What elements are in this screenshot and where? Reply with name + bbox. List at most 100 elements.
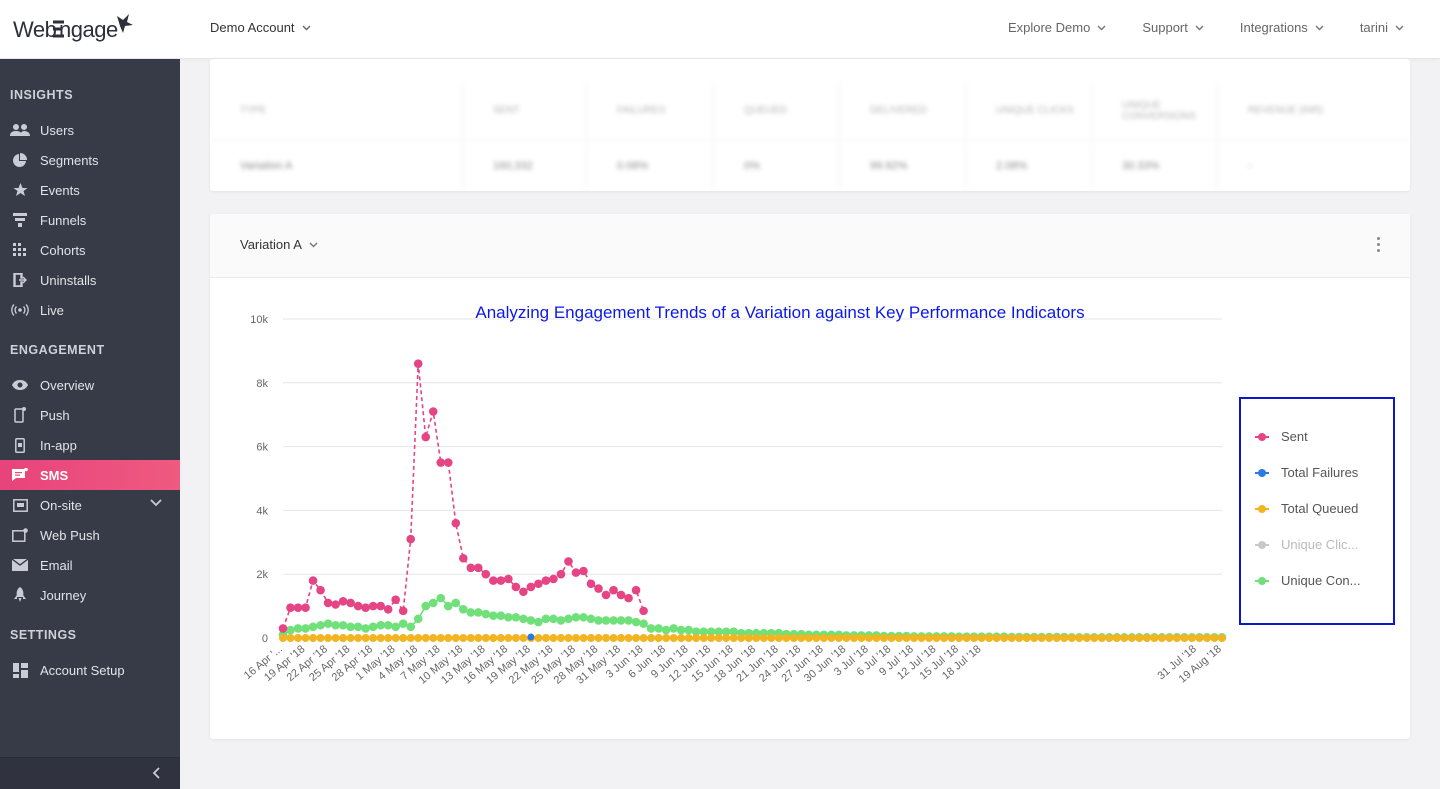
sidebar-item-overview[interactable]: Overview [0,370,180,400]
unique-conversions-series-point [511,612,521,622]
sent-series-point [541,576,551,585]
sidebar-item-uninstalls[interactable]: Uninstalls [0,265,180,295]
sent-series-point [489,576,498,585]
unique-conversions-series-point [436,593,446,603]
total-queued-series-point [842,634,851,642]
support-menu[interactable]: Support [1142,20,1204,35]
total-queued-series-point [827,634,836,642]
unique-conversions-series-point [383,620,393,630]
chevron-left-icon[interactable] [152,767,160,779]
total-queued-series-point [1105,634,1114,642]
unique-conversions-series-point [661,625,671,635]
sidebar-item-journey[interactable]: Journey [0,580,180,610]
sidebar-item-label: Account Setup [40,662,125,678]
total-queued-series-point [977,634,986,642]
section-insights: INSIGHTS [10,88,74,102]
header-queued: QUEUED [714,81,840,140]
total-queued-series-point [586,634,595,642]
unique-conversions-series-point [368,622,378,632]
sent-series-point [338,597,348,606]
total-queued-series-point [617,634,626,642]
sidebar-item-events[interactable]: Events [0,175,180,205]
total-queued-series-point [301,634,310,642]
total-queued-series-point [917,634,926,642]
total-queued-series-point [369,634,378,642]
unique-conversions-series-point [519,614,528,624]
sent-series-point [331,600,340,609]
total-queued-series-point [774,634,783,642]
sidebar-item-sms[interactable]: SMS [0,460,180,490]
unique-conversions-series-point [458,604,468,614]
unique-conversions-series-point [564,614,573,624]
sidebar-item-web-push[interactable]: Web Push [0,520,180,550]
cell-unique-conversions: 30.33% [1092,141,1218,191]
variation-dropdown[interactable]: Variation A [240,237,318,252]
unique-conversions-series-point [706,627,716,636]
more-options-icon[interactable] [1374,237,1382,255]
sidebar-item-label: Uninstalls [40,272,97,288]
unique-conversions-series-point [406,622,416,632]
sidebar-item-in-app[interactable]: In-app [0,430,180,460]
sent-series-point [609,585,618,595]
sidebar-item-cohorts[interactable]: Cohorts [0,235,180,265]
sent-series-point [361,603,370,612]
legend-item-total-queued[interactable]: Total Queued [1255,501,1358,516]
total-queued-series-point [354,634,363,642]
header-unique-conversions: UNIQUE CONVERSIONS [1092,81,1218,140]
unique-conversions-series-point [586,614,596,624]
sent-series-point [496,576,506,585]
sidebar-item-account-setup[interactable]: Account Setup [0,655,180,685]
svg-text:ngage: ngage [59,17,118,42]
sidebar-item-on-site[interactable]: On-site [0,490,180,520]
top-nav: Explore Demo Support Integrations tarini [1008,20,1404,35]
legend-label: Total Queued [1281,501,1359,516]
total-queued-series-point [662,634,671,642]
sent-series-point [504,574,513,584]
sidebar-item-label: Users [40,122,74,138]
total-queued-series-point [286,634,295,642]
total-queued-series-point [1037,634,1046,642]
total-queued-series-point [714,634,723,642]
total-queued-series-point [1097,634,1106,642]
legend-item-total-failures[interactable]: Total Failures [1255,465,1358,480]
cell-type: Variation A [210,141,463,191]
onsite-icon [10,497,30,513]
legend-item-unique-conversions[interactable]: Unique Con... [1255,573,1361,588]
legend-item-sent[interactable]: Sent [1255,429,1308,444]
total-queued-series-point [955,634,964,642]
integrations-menu[interactable]: Integrations [1240,20,1324,35]
unique-conversions-series-point [391,622,400,632]
total-queued-series-point [339,634,348,642]
sent-series-point [308,576,318,585]
sidebar-collapse-bar[interactable] [0,757,180,789]
sidebar-item-segments[interactable]: Segments [0,145,180,175]
legend-label: Sent [1281,429,1308,444]
mobile-push-icon [10,407,30,423]
total-queued-series-point [594,634,603,642]
sidebar-item-label: Segments [40,152,99,168]
webengage-logo[interactable]: Web ngage [13,12,137,44]
total-queued-series-point [571,634,580,642]
funnel-icon [10,212,30,228]
user-menu[interactable]: tarini [1360,20,1404,35]
explore-demo-menu[interactable]: Explore Demo [1008,20,1106,35]
unique-conversions-series-point [504,612,513,622]
svg-text:Web: Web [13,17,57,42]
mobile-inapp-icon [10,437,30,453]
total-queued-series-point [1187,634,1196,642]
sidebar-item-email[interactable]: Email [0,550,180,580]
chevron-down-icon[interactable] [150,499,162,507]
sidebar-item-push[interactable]: Push [0,400,180,430]
account-selector[interactable]: Demo Account [210,20,311,35]
unique-conversions-series-point [676,625,686,635]
total-queued-series-point [466,634,475,642]
sidebar-item-funnels[interactable]: Funnels [0,205,180,235]
sidebar-item-live[interactable]: Live [0,295,180,325]
y-tick-label: 6k [256,442,268,454]
total-queued-series-point [767,634,776,642]
sidebar-item-users[interactable]: Users [0,115,180,145]
legend-item-unique-clicks[interactable]: Unique Clic... [1255,537,1358,552]
total-queued-series-point [1195,634,1204,642]
sidebar-item-label: Overview [40,377,95,393]
unique-conversions-series-point [451,598,461,608]
